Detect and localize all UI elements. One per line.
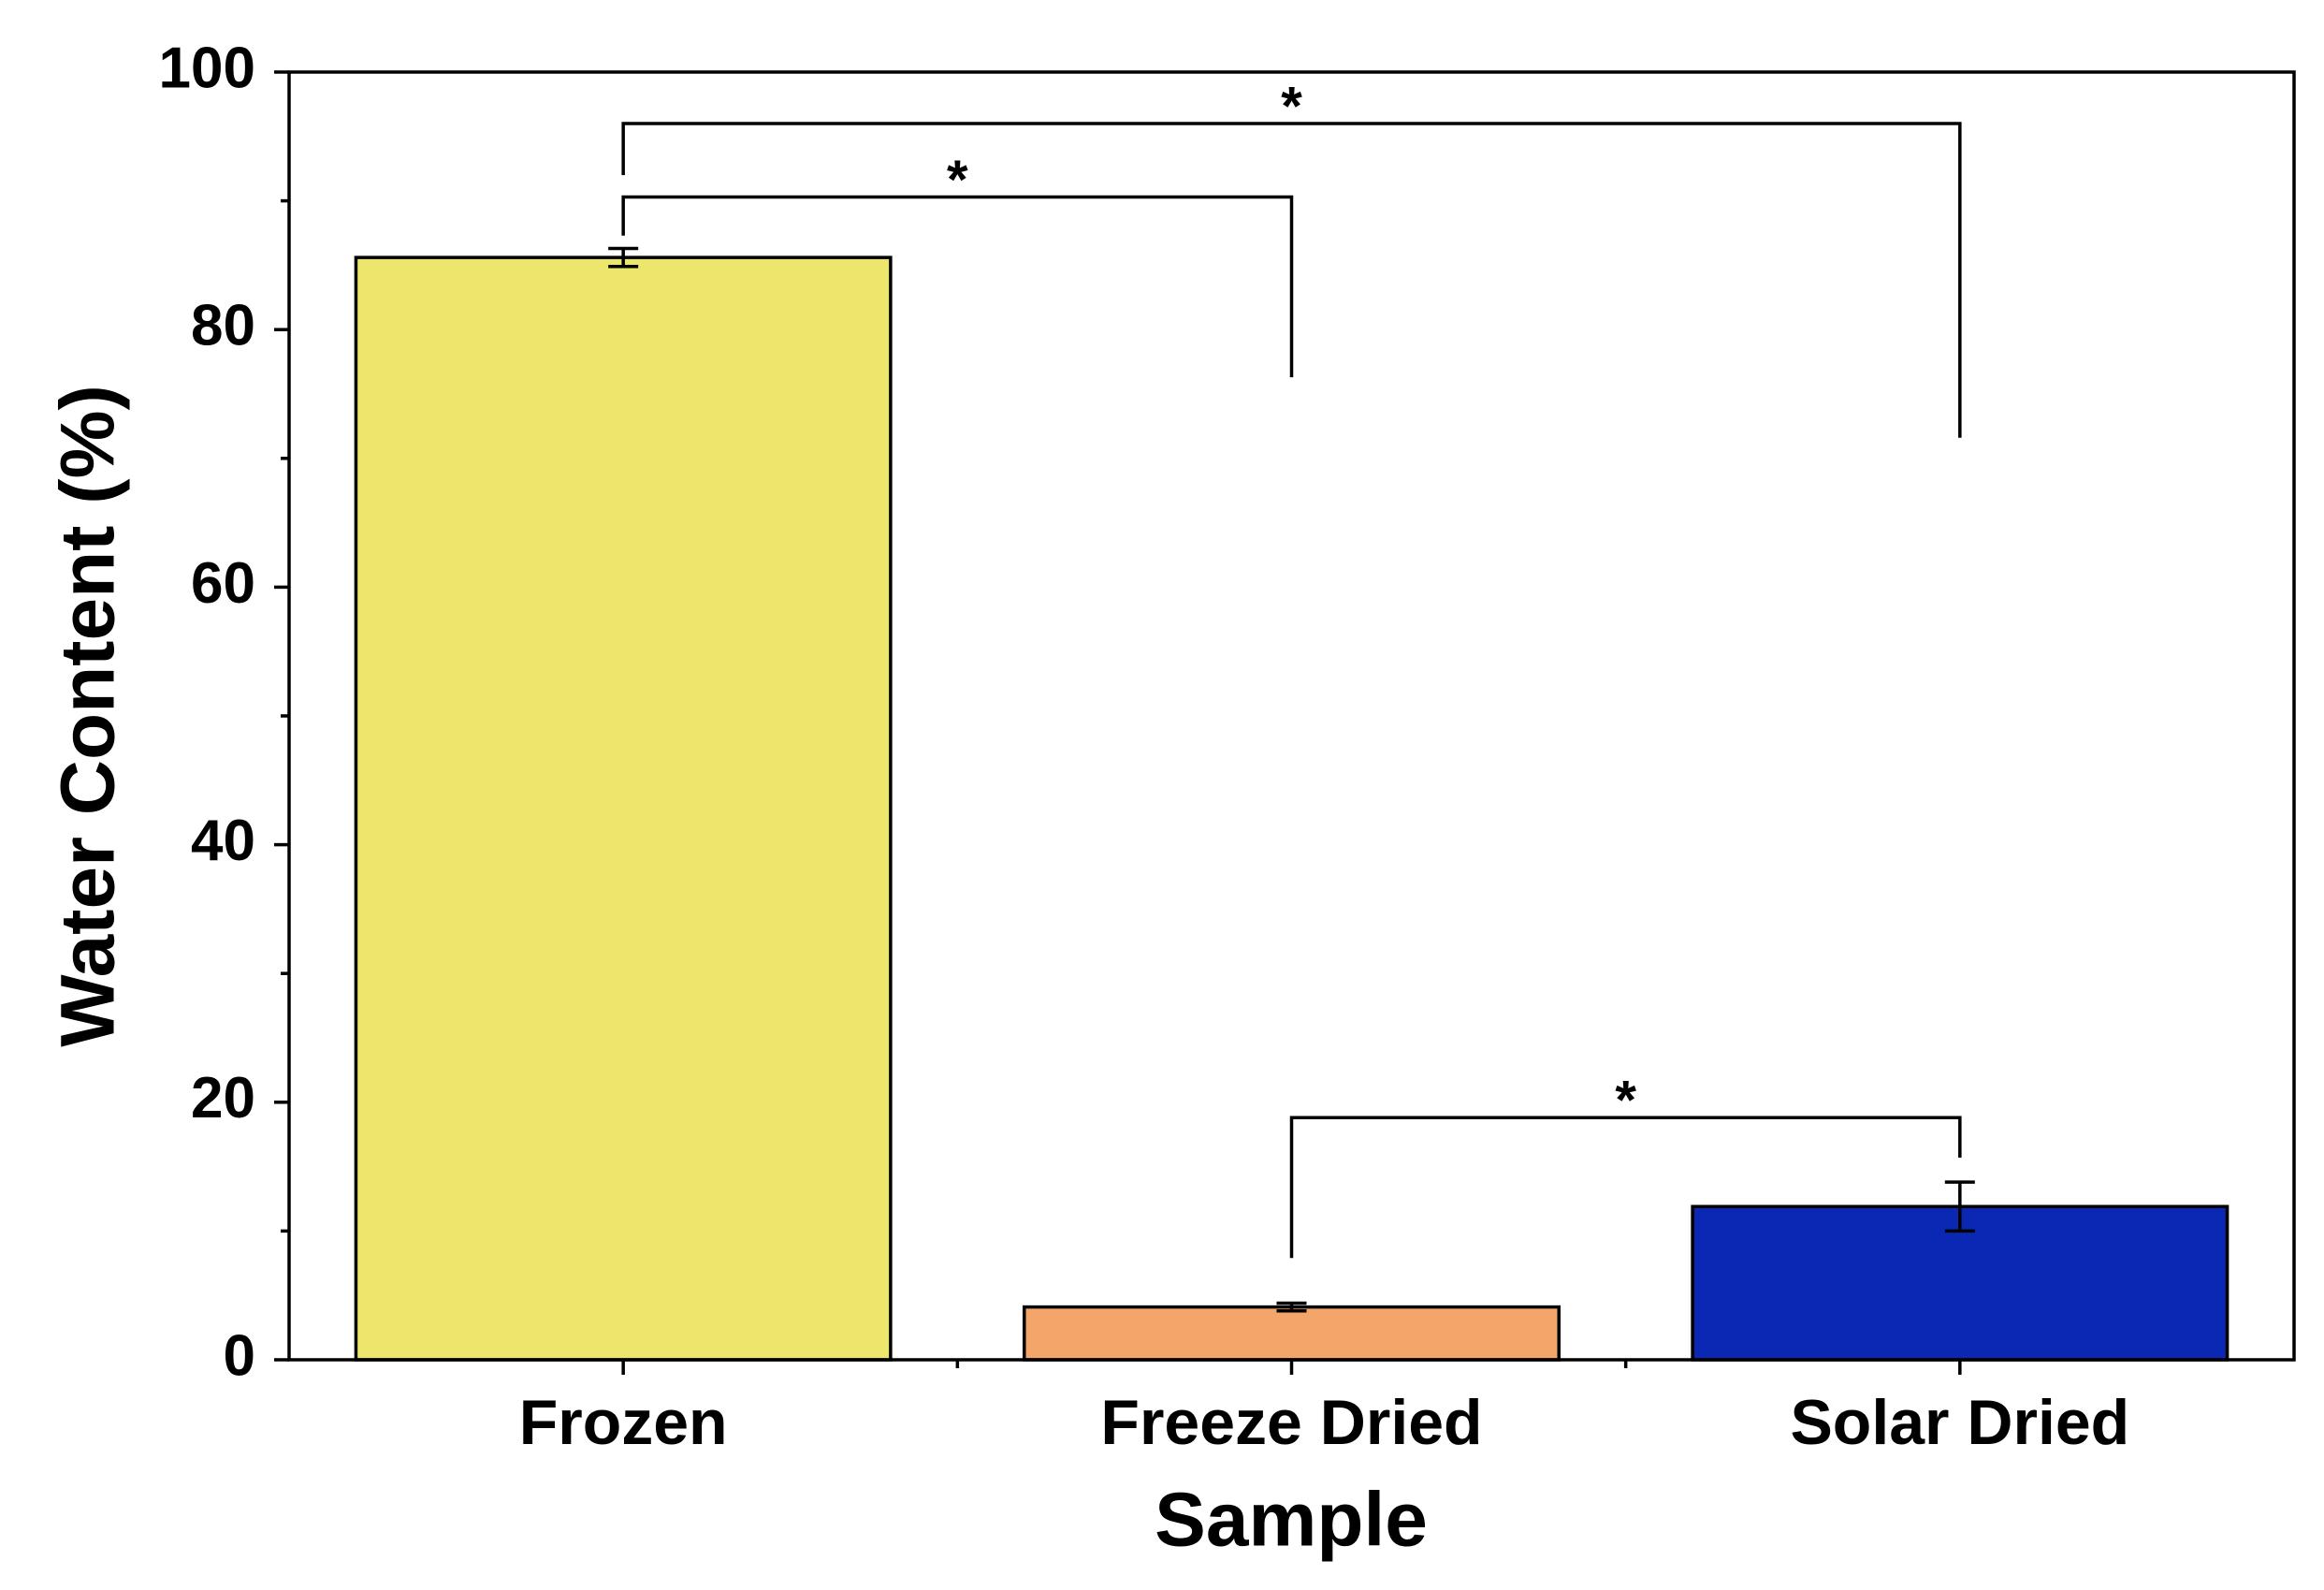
- error-bar: [608, 246, 639, 269]
- y-tick-label: 80: [191, 294, 255, 358]
- y-tick-label: 20: [191, 1066, 255, 1131]
- significance-label: *: [1281, 76, 1302, 137]
- y-tick-label: 40: [191, 809, 255, 873]
- x-axis-title: Sample: [1155, 1478, 1428, 1563]
- x-tick-label: Freeze Dried: [1100, 1387, 1482, 1458]
- y-tick-label: 100: [159, 36, 255, 100]
- significance-label: *: [1615, 1071, 1636, 1131]
- y-tick-label: 60: [191, 551, 255, 616]
- x-tick-label: Frozen: [519, 1387, 728, 1458]
- y-axis-title: Water Content (%): [46, 385, 131, 1047]
- significance-bracket: [1289, 1116, 1962, 1259]
- significance-bracket: [621, 195, 1294, 378]
- y-tick-label: 0: [224, 1323, 255, 1388]
- bar: [354, 255, 893, 1362]
- error-bar: [1276, 1301, 1307, 1313]
- error-bar: [1944, 1180, 1975, 1233]
- significance-bracket: [621, 122, 1962, 438]
- significance-label: *: [947, 150, 968, 211]
- bar: [1023, 1305, 1561, 1362]
- x-tick-label: Solar Dried: [1790, 1387, 2129, 1458]
- plot-frame: [287, 70, 2296, 1362]
